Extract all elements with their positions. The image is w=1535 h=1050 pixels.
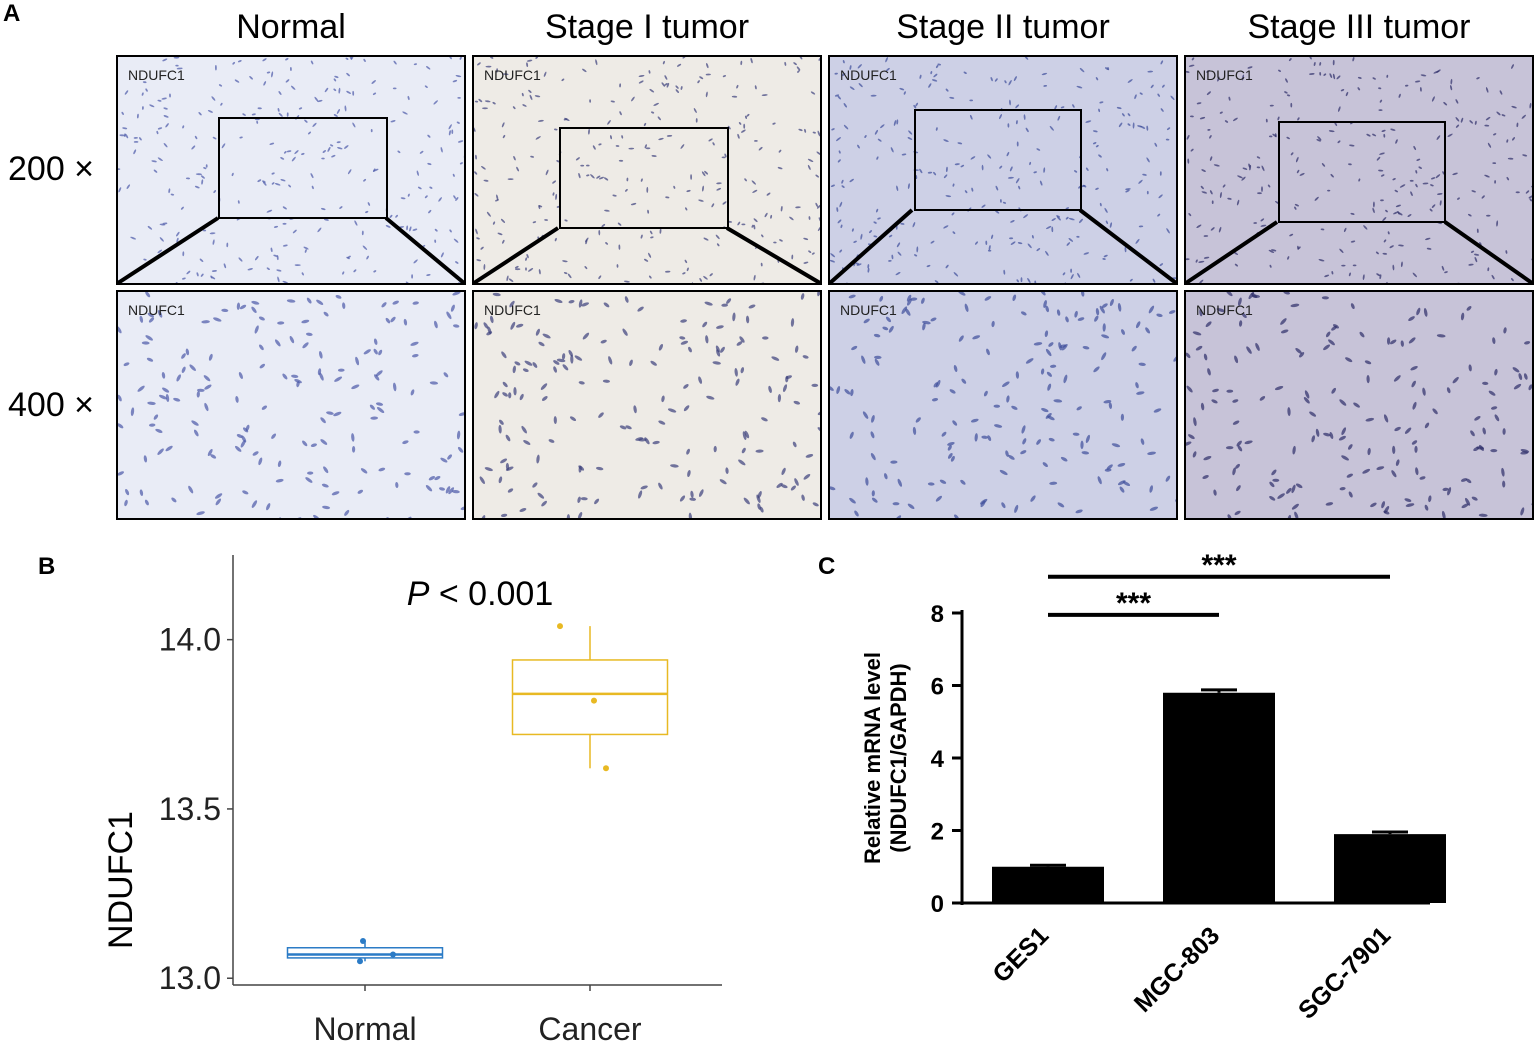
bar-y-tick-label: 8 <box>931 601 944 628</box>
boxplot-y-tick-label: 14.0 <box>159 622 221 658</box>
stain-label: NDUFC1 <box>840 302 897 318</box>
significance-label: *** <box>1116 587 1151 620</box>
stain-label: NDUFC1 <box>1196 302 1253 318</box>
box-normal <box>286 947 444 959</box>
zoom-region-box <box>559 127 729 229</box>
significance-label: *** <box>1201 549 1236 582</box>
box-point <box>603 765 609 772</box>
box-point <box>390 951 396 958</box>
stain-label: NDUFC1 <box>128 302 185 318</box>
box-point <box>360 937 366 944</box>
bar-ges1 <box>992 866 1104 903</box>
stain-label: NDUFC1 <box>128 67 185 83</box>
boxplot-y-axis-label: NDUFC1 <box>102 811 140 949</box>
micrograph-texture <box>830 292 1176 518</box>
column-title-stage-3: Stage III tumor <box>1247 8 1471 46</box>
boxplot-x-tick-label: Cancer <box>538 1011 642 1047</box>
zoom-region-box <box>1278 121 1446 223</box>
micrograph-200x-col3: NDUFC1 <box>828 55 1178 285</box>
bar-y-tick-label: 4 <box>931 746 945 773</box>
stain-label: NDUFC1 <box>840 67 897 83</box>
box-cancer <box>511 659 669 736</box>
panel-c-letter: C <box>818 553 836 580</box>
bar-x-tick-label: GES1 <box>987 921 1054 988</box>
micrograph-texture <box>474 57 820 283</box>
boxplot-y-tick-label: 13.5 <box>159 791 221 827</box>
micrograph-400x-col1: NDUFC1 <box>116 290 466 520</box>
micrograph-texture <box>474 292 820 518</box>
boxplot-pvalue: P < 0.001 <box>407 575 554 613</box>
micrograph-texture <box>1186 57 1532 283</box>
stain-label: NDUFC1 <box>1196 67 1253 83</box>
micrograph-texture <box>118 292 464 518</box>
bar-x-tick-label: SGC-7901 <box>1293 921 1396 1024</box>
bar-x-tick-label: MGC-803 <box>1129 921 1225 1017</box>
micrograph-400x-col4: NDUFC1 <box>1184 290 1534 520</box>
row-label-200x: 200 × <box>8 150 95 188</box>
stain-label: NDUFC1 <box>484 67 541 83</box>
bar-y-axis-label: Relative mRNA level(NDUFC1/GAPDH) <box>860 652 911 864</box>
micrograph-400x-col3: NDUFC1 <box>828 290 1178 520</box>
zoom-region-box <box>218 117 388 219</box>
box-point <box>357 958 363 965</box>
bar-mgc-803 <box>1163 692 1275 903</box>
zoom-region-box <box>914 109 1082 211</box>
bar-y-tick-label: 0 <box>931 891 944 918</box>
boxplot-chart: P < 0.001 NDUFC1 13.0 13.5 14.0 Normal Cance… <box>102 555 722 1047</box>
column-title-normal: Normal <box>236 8 346 46</box>
micrograph-texture <box>830 57 1176 283</box>
micrograph-400x-col2: NDUFC1 <box>472 290 822 520</box>
row-label-400x: 400 × <box>8 386 95 424</box>
micrograph-texture <box>1186 292 1532 518</box>
bar-y-tick-label: 2 <box>931 819 944 846</box>
zoom-connector-lines <box>116 208 1534 285</box>
boxplot-x-tick-label: Normal <box>313 1011 416 1047</box>
box-point <box>591 697 597 704</box>
panel-b-letter: B <box>38 553 56 580</box>
box-point <box>557 623 563 630</box>
column-title-stage-1: Stage I tumor <box>544 8 750 46</box>
stain-label: NDUFC1 <box>484 302 541 318</box>
bar-y-tick-label: 6 <box>931 674 944 701</box>
column-title-stage-2: Stage II tumor <box>896 8 1110 46</box>
panel-a-letter: A <box>3 0 21 27</box>
boxplot-y-tick-label: 13.0 <box>159 960 221 996</box>
bar-sgc-7901 <box>1334 834 1446 903</box>
bar-chart: Relative mRNA level(NDUFC1/GAPDH) 0 2 4 6 8 G… <box>860 549 1446 1025</box>
